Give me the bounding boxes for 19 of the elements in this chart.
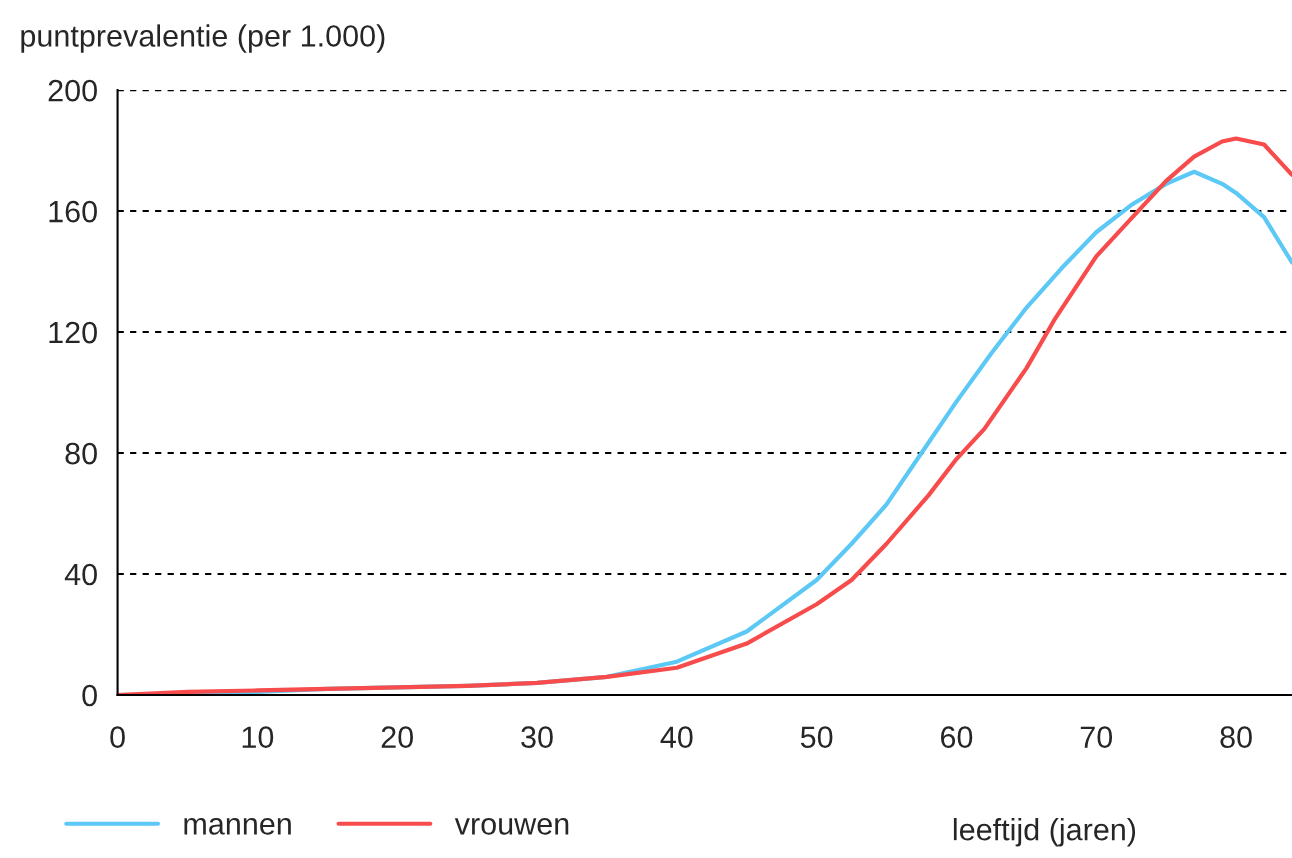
- y-tick-label: 160: [49, 200, 97, 223]
- x-tick-label: 50: [800, 726, 833, 748]
- y-tick-label: 0: [82, 684, 97, 707]
- y-tick-label: 120: [49, 321, 97, 344]
- x-tick-label: 60: [941, 726, 973, 748]
- y-tick-label: 40: [64, 563, 97, 586]
- legend-label: vrouwen: [454, 818, 569, 835]
- x-tick-label: 10: [242, 726, 274, 748]
- x-tick-label: 80: [1220, 726, 1252, 748]
- y-tick-label: 80: [65, 442, 97, 465]
- x-axis-title: leeftijd (jaren): [953, 818, 1136, 847]
- y-tick-label: 200: [48, 79, 97, 102]
- x-tick-label: 30: [521, 726, 553, 748]
- x-tick-label: 20: [381, 726, 413, 748]
- y-axis-title: puntprevalentie (per 1.000): [21, 24, 385, 53]
- x-tick-label: 70: [1080, 726, 1113, 748]
- legend-label: mannen: [184, 818, 291, 835]
- x-tick-label: 40: [660, 726, 693, 748]
- x-tick-label: 0: [110, 726, 125, 748]
